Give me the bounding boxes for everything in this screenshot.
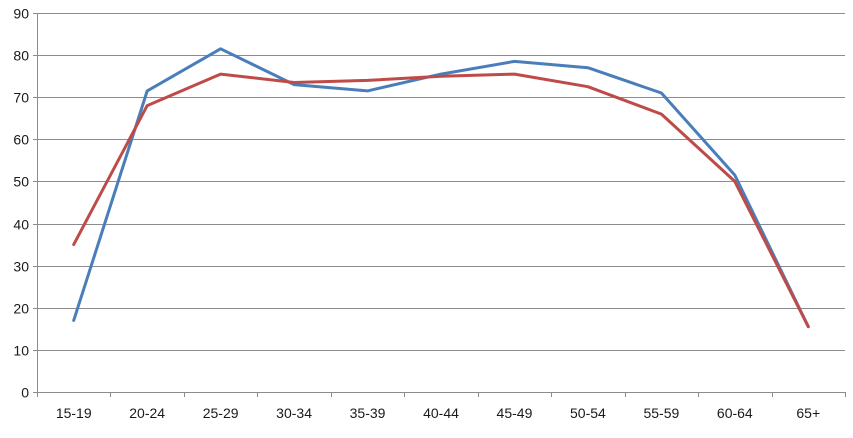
y-tick-label: 30 bbox=[13, 259, 29, 275]
gridlines bbox=[37, 13, 845, 351]
x-tick-labels: 15-19 20-24 25-29 30-34 35-39 40-44 45-49 50-54… bbox=[56, 405, 820, 421]
y-tick-label: 50 bbox=[13, 174, 29, 190]
y-tick-label: 0 bbox=[21, 385, 29, 401]
axes bbox=[33, 13, 846, 397]
x-tick-label: 45-49 bbox=[497, 405, 533, 421]
y-tick-label: 70 bbox=[13, 90, 29, 106]
series-lines bbox=[72, 47, 810, 329]
x-tick-label: 15-19 bbox=[56, 405, 92, 421]
y-tick-label: 80 bbox=[13, 48, 29, 64]
x-tick-label: 35-39 bbox=[350, 405, 386, 421]
x-tick-label: 50-54 bbox=[570, 405, 606, 421]
x-tick-label: 30-34 bbox=[276, 405, 312, 421]
y-tick-label: 40 bbox=[13, 217, 29, 233]
x-tick-label: 25-29 bbox=[203, 405, 239, 421]
series-line-1 bbox=[72, 47, 810, 329]
y-tick-label: 90 bbox=[13, 6, 29, 22]
y-tick-label: 20 bbox=[13, 301, 29, 317]
x-tick-label: 65+ bbox=[796, 405, 820, 421]
y-tick-label: 60 bbox=[13, 132, 29, 148]
y-tick-labels: 0 10 20 30 40 50 60 70 80 90 bbox=[13, 6, 29, 401]
x-tick-label: 55-59 bbox=[643, 405, 679, 421]
x-tick-label: 20-24 bbox=[129, 405, 165, 421]
y-tick-label: 10 bbox=[13, 343, 29, 359]
x-tick-label: 40-44 bbox=[423, 405, 459, 421]
x-tick-label: 60-64 bbox=[717, 405, 753, 421]
series-line-2 bbox=[72, 72, 810, 329]
